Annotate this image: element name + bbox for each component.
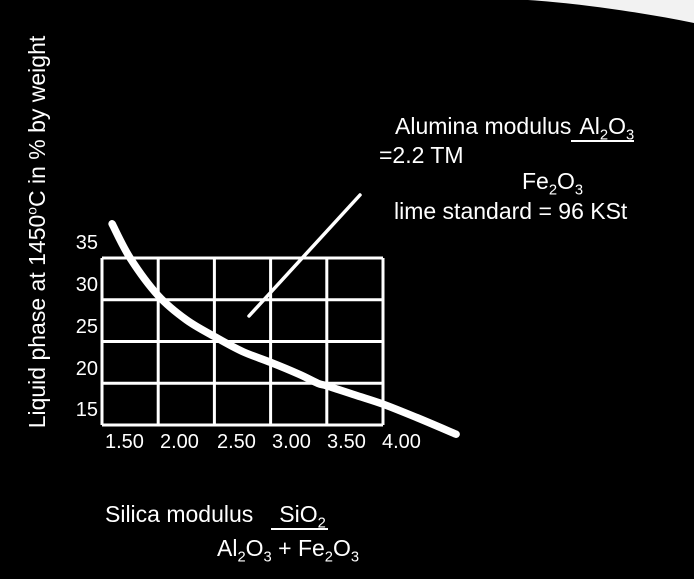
chem-symbol: Fe [522, 168, 549, 194]
chem-subscript: 3 [625, 127, 635, 144]
chem-subscript: 3 [574, 182, 584, 199]
y-tick-label: 20 [75, 358, 98, 380]
chem-subscript: 2 [237, 549, 246, 566]
x-axis-fraction-numerator: SiO2 [271, 501, 328, 532]
y-axis-title-pre: Liquid phase at 1450 [24, 214, 50, 429]
y-tick-label: 15 [75, 399, 98, 421]
annotation-pointer-line [247, 193, 362, 318]
annotation-value-line: =2.2 TM [379, 142, 464, 168]
annotation-fraction-numerator: Al2O3 [571, 113, 635, 144]
chem-subscript: 2 [548, 182, 558, 199]
annotation-alumina-modulus-line: Alumina modulus Al2O3 [395, 112, 635, 144]
chem-symbol: Al [217, 535, 238, 561]
x-tick-label: 2.50 [217, 431, 256, 453]
plus-sign: + [271, 535, 298, 561]
y-axis-title: Liquid phase at 1450oC in % by weight [24, 24, 50, 440]
degree-superscript: o [24, 207, 40, 215]
y-tick-label: 35 [75, 232, 98, 254]
chem-symbol: SiO [279, 501, 318, 527]
chem-subscript: 2 [599, 127, 609, 144]
annotation-prefix: Alumina modulus [395, 113, 572, 139]
chem-symbol: O [245, 535, 264, 561]
chart-grid [100, 256, 385, 427]
chem-symbol: Fe [297, 535, 325, 561]
x-axis-label-prefix: Silica modulus [105, 501, 254, 527]
chem-symbol: O [608, 113, 626, 139]
x-tick-label: 3.00 [272, 431, 311, 453]
x-tick-label: 2.00 [160, 431, 199, 453]
chem-subscript: 3 [350, 549, 360, 566]
data-curve [108, 220, 460, 438]
annotation-fraction-denominator: Fe2O3 [522, 167, 583, 198]
chem-subscript: 2 [324, 549, 333, 566]
annotation-lime-standard-line: lime standard = 96 KSt [394, 198, 628, 224]
x-tick-label: 3.50 [327, 431, 366, 453]
y-tick-label: 30 [75, 274, 98, 296]
chem-subscript: 2 [317, 515, 326, 532]
chem-symbol: O [557, 168, 575, 194]
x-tick-label: 1.50 [105, 431, 144, 453]
x-axis-fraction-denominator: Al2O3 + Fe2O3 [217, 534, 359, 565]
chem-symbol: Al [579, 113, 600, 139]
x-axis-label-line: Silica modulus SiO2 [105, 500, 328, 532]
x-tick-label: 4.00 [382, 431, 421, 453]
y-axis-title-post: C in % by weight [24, 35, 50, 208]
chem-subscript: 3 [263, 549, 272, 566]
corner-swoosh-decoration [528, 0, 694, 23]
y-tick-label: 25 [75, 316, 98, 338]
chem-symbol: O [332, 535, 351, 561]
